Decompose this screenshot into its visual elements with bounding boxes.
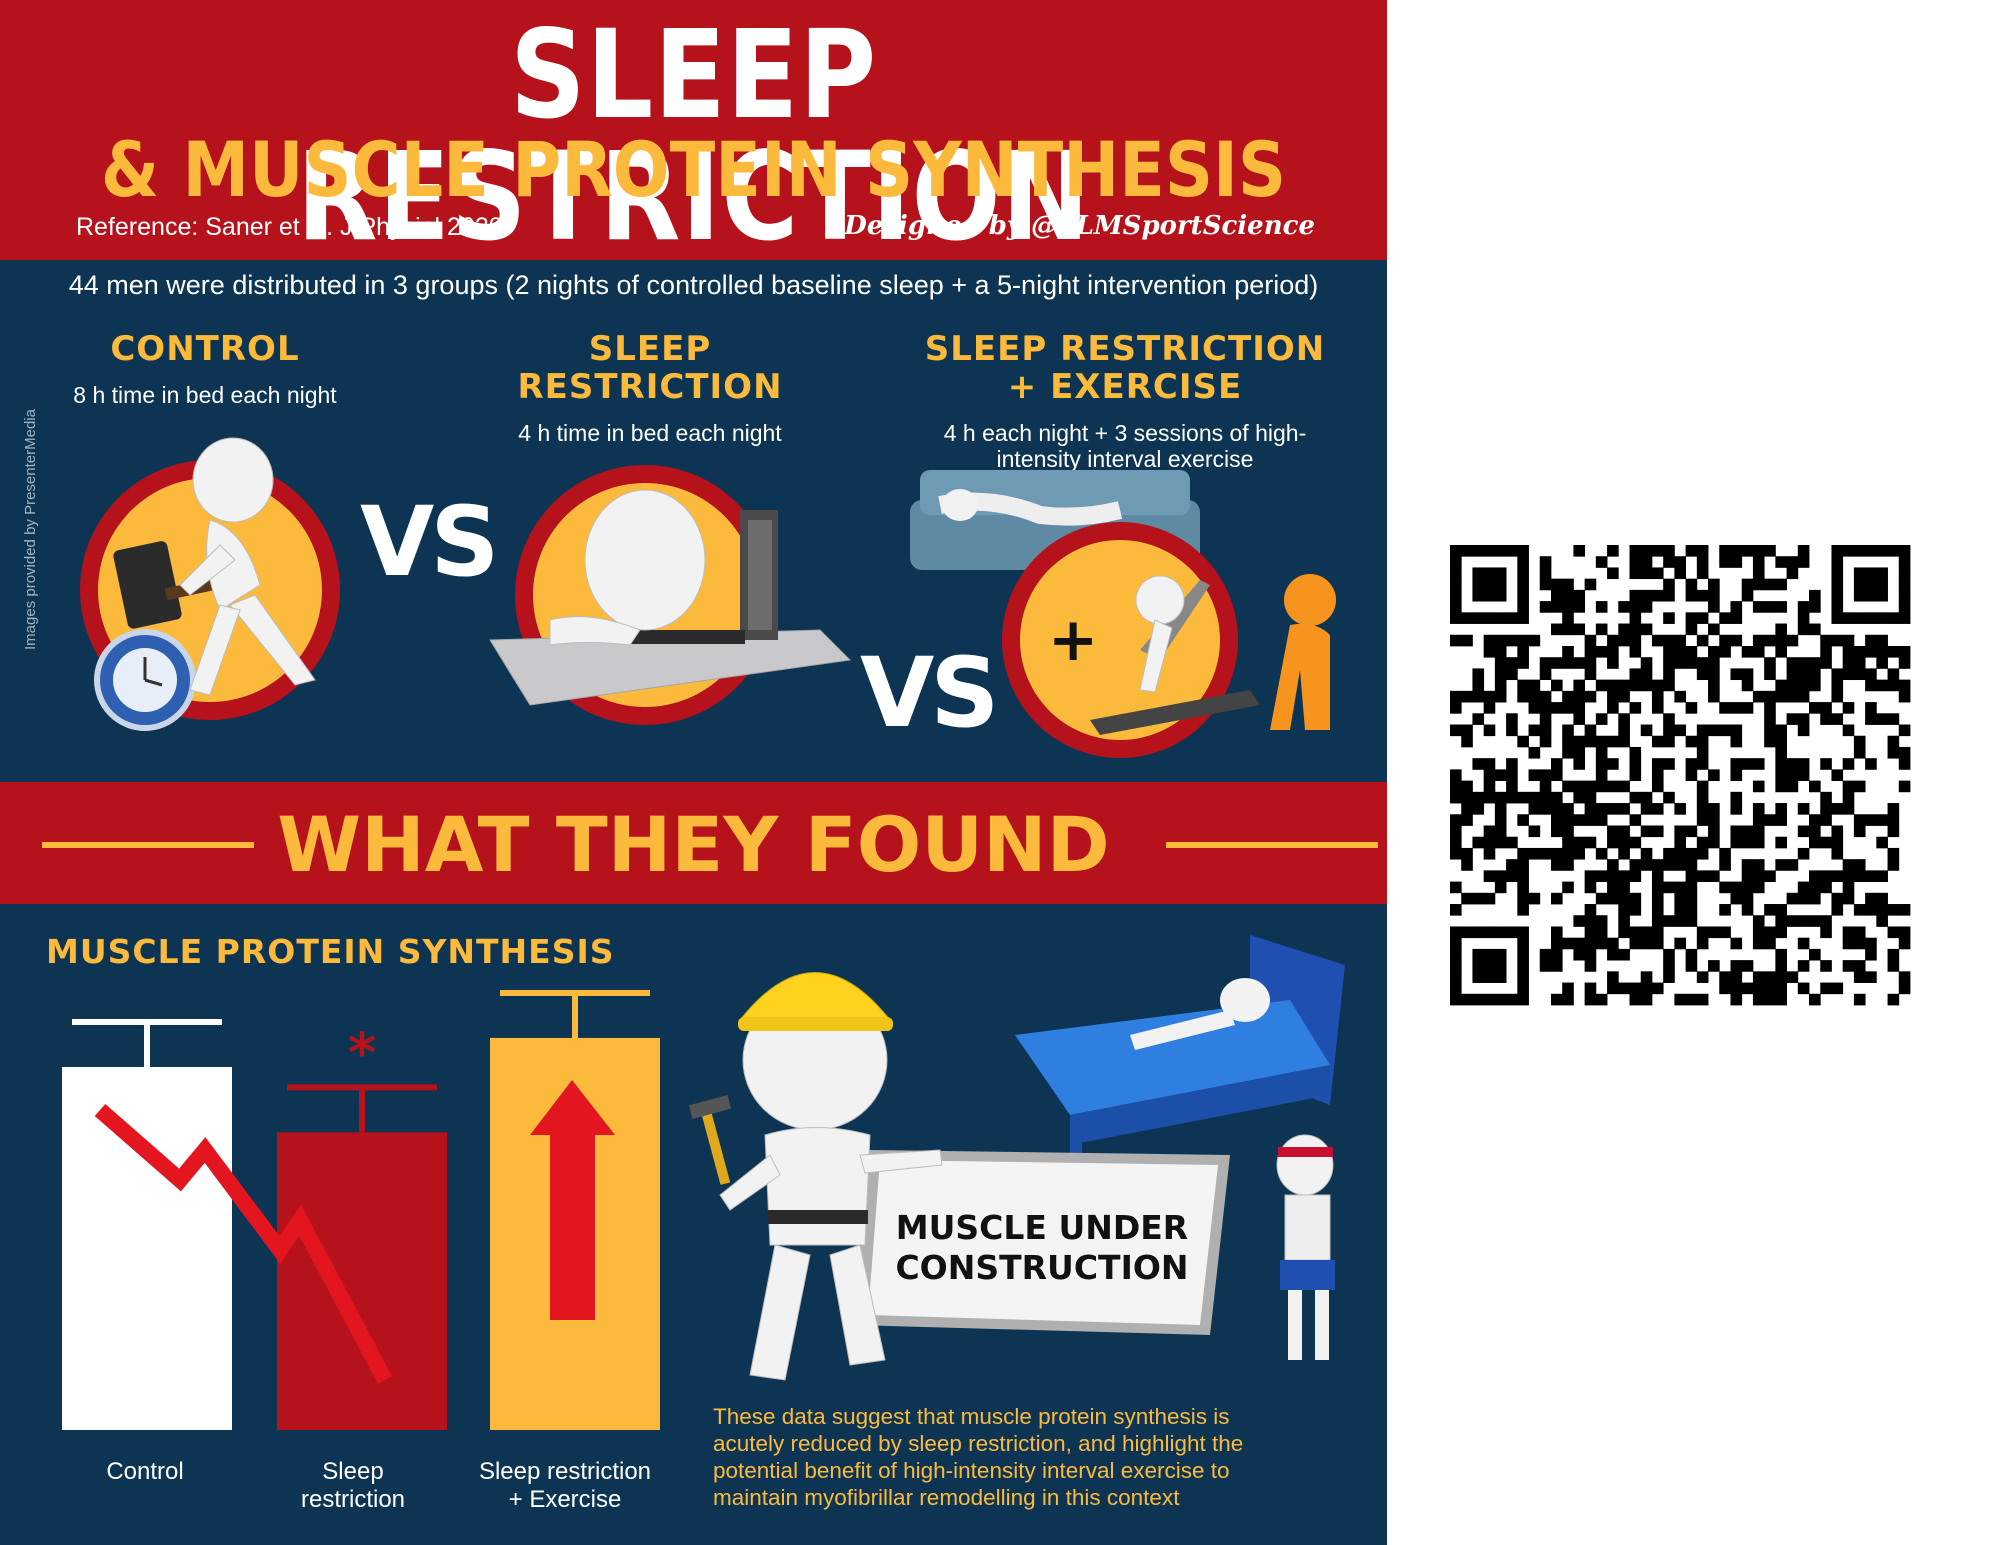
page-subtitle: & MUSCLE PROTEIN SYNTHESIS xyxy=(100,125,1287,214)
sleep-restriction-illustration xyxy=(489,465,852,725)
conclusion-text: These data suggest that muscle protein s… xyxy=(713,1404,1244,1510)
designed-by-text: Designed by @YLMSportScience xyxy=(844,211,1315,241)
found-title: WHAT THEY FOUND xyxy=(277,800,1110,889)
infographic: SLEEP RESTRICTION & MUSCLE PROTEIN SYNTH… xyxy=(0,0,1387,1545)
mps-bar-chart: * xyxy=(62,989,660,1430)
group-control-description: 8 h time in bed each night xyxy=(73,382,337,408)
group-sr-exercise-title: SLEEP RESTRICTION + EXERCISE xyxy=(924,329,1326,407)
control-illustration xyxy=(80,437,340,731)
found-line-left xyxy=(42,842,254,848)
vs-label-2: VS xyxy=(860,637,999,749)
group-sleep-restriction-description: 4 h time in bed each night xyxy=(518,420,782,446)
mps-title: MUSCLE PROTEIN SYNTHESIS xyxy=(46,932,615,971)
qr-modules xyxy=(1450,545,1911,1006)
significance-marker: * xyxy=(348,1021,376,1084)
muscle-under-construction-sign: MUSCLE UNDER CONSTRUCTION xyxy=(895,1208,1189,1287)
construction-illustration xyxy=(688,935,1345,1381)
sr-exercise-illustration: + xyxy=(910,470,1336,758)
falling-arrow-icon xyxy=(94,1103,393,1384)
bar-label-sr-exercise: Sleep restriction + Exercise xyxy=(478,1458,652,1513)
page-title: SLEEP RESTRICTION xyxy=(296,4,1091,268)
mps-bar-1 xyxy=(277,1132,447,1430)
bar-label-control: Control xyxy=(106,1458,184,1485)
rising-arrow-icon xyxy=(530,1080,615,1320)
bar-label-sleep-restriction: Sleep restriction xyxy=(300,1458,406,1513)
vs-label-1: VS xyxy=(360,486,499,598)
image-credit: Images provided by PresenterMedia xyxy=(22,409,39,650)
group-sleep-restriction-title: SLEEP RESTRICTION xyxy=(517,329,783,407)
reference-text: Reference: Saner et al. J Physiol 2020 xyxy=(76,213,503,241)
group-control-title: CONTROL xyxy=(110,329,300,369)
mps-bar-0 xyxy=(62,1067,232,1430)
svg-text:+: + xyxy=(1048,605,1098,675)
found-line-right xyxy=(1166,842,1378,848)
intro-text: 44 men were distributed in 3 groups (2 n… xyxy=(68,270,1319,300)
group-sr-exercise-description: 4 h each night + 3 sessions of high- int… xyxy=(943,420,1307,472)
qr-code[interactable] xyxy=(1450,545,1911,1006)
header-band xyxy=(0,0,1387,260)
